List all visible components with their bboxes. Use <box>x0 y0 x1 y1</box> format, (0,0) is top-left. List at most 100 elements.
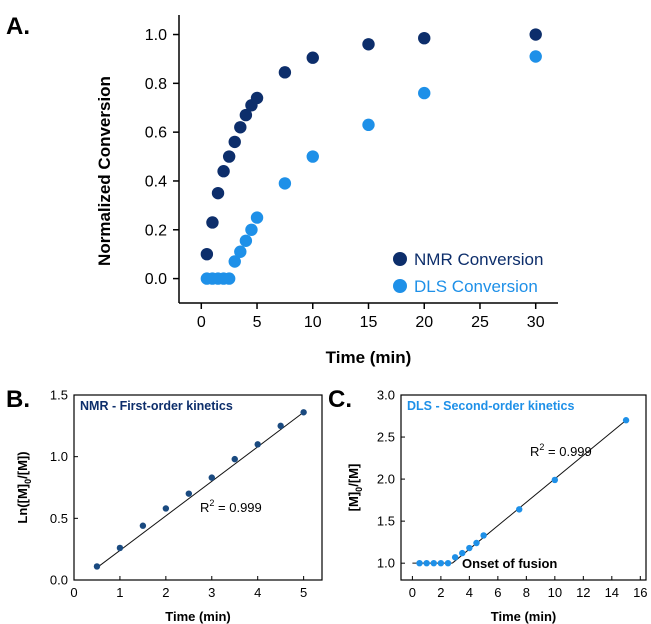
data-point-dls <box>234 245 247 258</box>
data-point-dls <box>362 118 375 132</box>
plot-frame <box>73 394 323 581</box>
x-tick-label: 8 <box>523 585 530 600</box>
x-axis-title: Time (min) <box>165 609 231 624</box>
data-point <box>300 409 307 416</box>
data-point <box>162 505 170 512</box>
y-tick-label: 0.0 <box>50 573 68 588</box>
x-tick-label: 10 <box>304 314 322 331</box>
y-axis-title-tail: /[M] <box>346 464 361 487</box>
data-point-nmr <box>362 38 375 51</box>
data-point-dls <box>306 150 319 163</box>
data-point-nmr <box>222 150 236 163</box>
data-point-dls <box>245 223 258 236</box>
data-point <box>473 539 480 547</box>
data-point <box>451 554 459 561</box>
data-point-nmr <box>239 108 253 122</box>
y-axis-title: Normalized Conversion <box>95 76 114 266</box>
y-axis-title-subscript: 0 <box>23 479 33 484</box>
data-point-nmr <box>228 135 241 149</box>
x-tick-label: 0 <box>197 314 206 331</box>
x-tick-label: 0 <box>70 585 77 600</box>
y-axis-title-main: Ln([M] <box>15 484 30 524</box>
r-squared-main: R <box>530 444 539 459</box>
data-point <box>254 441 261 448</box>
r-squared-value: = 0.999 <box>214 500 261 515</box>
data-point-dls <box>529 50 542 63</box>
data-point-dls <box>418 86 431 100</box>
data-point-nmr <box>418 31 431 45</box>
data-point-nmr <box>250 91 264 105</box>
y-tick-label: 0.8 <box>145 76 167 93</box>
y-axis-title-subscript: 0 <box>354 487 364 492</box>
x-tick-label: 5 <box>300 585 307 600</box>
y-tick-label: 2.5 <box>377 430 395 445</box>
y-tick-label: 0.6 <box>145 125 167 142</box>
data-point <box>622 417 630 424</box>
data-point-nmr <box>278 66 292 79</box>
chart-title: DLS - Second-order kinetics <box>407 399 574 413</box>
legend-label-dls: DLS Conversion <box>414 277 538 296</box>
data-point <box>516 506 523 513</box>
panel-a-letter: A. <box>6 13 30 40</box>
data-point-nmr <box>211 186 225 200</box>
x-tick-label: 3 <box>208 585 215 600</box>
x-axis-title: Time (min) <box>491 609 557 624</box>
y-tick-label: 0.4 <box>145 173 167 190</box>
data-point-dls <box>278 177 292 190</box>
r-squared-superscript: 2 <box>209 498 214 508</box>
x-tick-label: 15 <box>360 314 378 331</box>
data-point-dls <box>239 234 253 247</box>
x-tick-label: 1 <box>116 585 123 600</box>
fit-line <box>451 419 627 564</box>
data-point-nmr <box>217 165 230 178</box>
y-tick-label: 0.0 <box>145 271 167 288</box>
data-point-nmr <box>306 51 319 64</box>
plot-frame <box>400 394 647 581</box>
y-tick-label: 2.0 <box>377 472 395 487</box>
y-axis-title-main: [M] <box>346 492 361 512</box>
y-axis-title: Ln([M]0/[M]) <box>15 451 33 523</box>
legend-marker-dls <box>393 279 407 293</box>
chart-a-conversion: 0.0 0.2 0.4 0.6 0.8 1.0 0 5 10 15 20 25 30 Time (min)… <box>95 15 558 367</box>
y-tick-label: 1.0 <box>50 449 68 464</box>
x-tick-label: 25 <box>471 314 489 331</box>
data-point <box>116 544 124 552</box>
y-tick-label: 0.5 <box>50 511 68 526</box>
legend-marker-nmr <box>393 252 407 266</box>
onset-of-fusion-label: Onset of fusion <box>462 556 557 571</box>
x-tick-label: 4 <box>466 585 473 600</box>
panel-b-letter: B. <box>6 386 30 413</box>
y-axis-title: [M]0/[M] <box>346 464 364 512</box>
x-tick-label: 5 <box>253 314 262 331</box>
data-point-nmr <box>234 121 247 134</box>
y-tick-label: 0.2 <box>145 222 167 239</box>
data-point <box>93 563 101 570</box>
x-tick-label: 2 <box>437 585 444 600</box>
x-tick-label: 2 <box>162 585 169 600</box>
x-tick-label: 10 <box>548 585 562 600</box>
data-point-nmr <box>200 247 214 261</box>
data-point <box>466 544 473 552</box>
r-squared-main: R <box>200 500 209 515</box>
data-point <box>277 422 284 430</box>
r-squared-label: R2 = 0.999 <box>200 498 262 515</box>
x-tick-label: 4 <box>254 585 261 600</box>
x-tick-label: 20 <box>415 314 433 331</box>
chart-c-second-order: 1.0 1.5 2.0 2.5 3.0 0 2 4 6 8 10 12 14 16 Time (min) [M… <box>346 388 648 624</box>
x-tick-label: 30 <box>527 314 545 331</box>
data-point <box>459 549 466 557</box>
data-point <box>185 490 193 497</box>
data-point-nmr <box>529 28 542 41</box>
y-tick-label: 3.0 <box>377 388 395 403</box>
y-tick-label: 1.0 <box>145 27 167 44</box>
x-tick-label: 14 <box>605 585 619 600</box>
r-squared-label: R2 = 0.999 <box>530 442 592 459</box>
r-squared-value: = 0.999 <box>544 444 591 459</box>
data-point-dls <box>228 255 241 268</box>
r-squared-superscript: 2 <box>539 442 544 452</box>
fit-line <box>96 411 304 569</box>
data-point <box>437 559 445 567</box>
chart-title: NMR - First-order kinetics <box>80 399 233 413</box>
data-point <box>231 455 238 463</box>
